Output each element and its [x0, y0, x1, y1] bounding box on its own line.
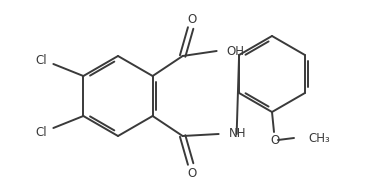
Text: CH₃: CH₃ — [308, 132, 330, 144]
Text: O: O — [270, 133, 280, 146]
Text: O: O — [187, 166, 196, 180]
Text: NH: NH — [228, 126, 246, 140]
Text: Cl: Cl — [35, 54, 47, 66]
Text: Cl: Cl — [35, 125, 47, 139]
Text: OH: OH — [227, 44, 245, 57]
Text: O: O — [187, 13, 196, 25]
